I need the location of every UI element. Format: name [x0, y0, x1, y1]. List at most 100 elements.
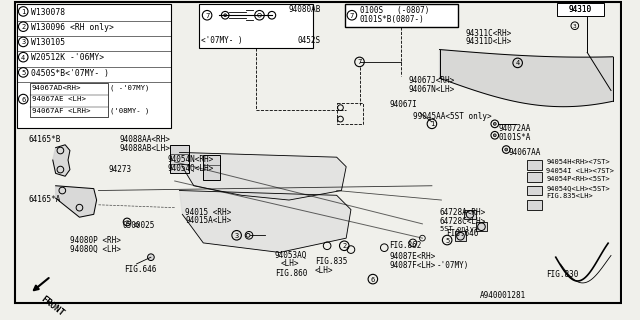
Text: 5: 5	[125, 220, 129, 225]
Text: FIG.646: FIG.646	[446, 228, 479, 238]
Text: 94067AE <LH>: 94067AE <LH>	[32, 96, 86, 102]
Text: 3: 3	[573, 24, 577, 29]
Text: 7: 7	[357, 60, 362, 65]
Bar	[527, 200, 543, 210]
Text: 6: 6	[21, 97, 26, 102]
Bar	[204, 155, 220, 180]
Text: 5: 5	[21, 70, 26, 76]
Text: 94080Q <LH>: 94080Q <LH>	[70, 245, 121, 254]
Circle shape	[224, 14, 227, 17]
Polygon shape	[56, 186, 97, 217]
Text: 94067AA: 94067AA	[508, 148, 541, 157]
Bar	[337, 103, 364, 124]
Bar	[345, 4, 458, 27]
Text: 94088AA<RH>: 94088AA<RH>	[120, 135, 170, 144]
Text: FIG.830: FIG.830	[546, 269, 579, 279]
Text: 1: 1	[430, 121, 434, 127]
Text: 94088AB<LH>: 94088AB<LH>	[120, 144, 170, 153]
Polygon shape	[179, 190, 351, 252]
Text: -'07MY): -'07MY)	[436, 261, 469, 270]
Text: 2: 2	[21, 24, 26, 30]
Text: 64728A<RH>: 64728A<RH>	[440, 208, 486, 217]
Text: 64165*A: 64165*A	[28, 195, 60, 204]
Text: 94054Q<LH>: 94054Q<LH>	[167, 164, 213, 173]
Circle shape	[493, 134, 496, 137]
Text: 94087F<LH>: 94087F<LH>	[389, 261, 435, 270]
Text: 6: 6	[371, 276, 375, 283]
Text: 3: 3	[21, 39, 26, 45]
Text: 94080P <RH>: 94080P <RH>	[70, 236, 121, 245]
Text: 94072AA: 94072AA	[499, 124, 531, 133]
Text: 0452S: 0452S	[298, 36, 321, 45]
Text: 94067N<LH>: 94067N<LH>	[408, 85, 454, 94]
Text: 94311D<LH>: 94311D<LH>	[465, 37, 511, 46]
Bar	[557, 3, 604, 16]
Bar	[527, 172, 543, 182]
Bar	[30, 83, 108, 117]
Text: FIG.835: FIG.835	[315, 257, 347, 266]
Text: 0100S   (-0807): 0100S (-0807)	[360, 6, 429, 15]
Text: 94015A<LH>: 94015A<LH>	[185, 216, 232, 225]
Text: 94054P<RH><5ST>: 94054P<RH><5ST>	[546, 176, 610, 182]
Text: 2: 2	[342, 243, 346, 249]
Text: 94054N<RH>: 94054N<RH>	[167, 155, 213, 164]
Text: 94067J<RH>: 94067J<RH>	[408, 76, 454, 85]
Bar	[455, 231, 466, 241]
Polygon shape	[440, 50, 613, 107]
Text: 94311C<RH>: 94311C<RH>	[465, 28, 511, 37]
Text: 94067AF <LRH>: 94067AF <LRH>	[32, 108, 90, 114]
Text: FIG.862: FIG.862	[389, 241, 421, 250]
Text: 94273: 94273	[108, 165, 131, 174]
Text: ('08MY- ): ('08MY- )	[110, 108, 149, 114]
Text: 94054Q<LH><5ST>: 94054Q<LH><5ST>	[546, 185, 610, 191]
Text: 1: 1	[21, 9, 26, 15]
Circle shape	[148, 254, 154, 260]
Text: W130078: W130078	[31, 8, 65, 17]
Text: FIG.646: FIG.646	[124, 265, 157, 274]
Text: 0101S*A: 0101S*A	[499, 133, 531, 142]
Text: 94067AD<RH>: 94067AD<RH>	[32, 85, 81, 91]
Text: 94015 <RH>: 94015 <RH>	[185, 208, 232, 217]
Text: 94053AQ: 94053AQ	[275, 251, 307, 260]
Text: 0500025: 0500025	[122, 221, 155, 230]
Text: 5: 5	[445, 237, 449, 244]
Bar	[198, 4, 313, 48]
Text: 5ST only>: 5ST only>	[440, 226, 478, 232]
Text: 94054H<RH><7ST>: 94054H<RH><7ST>	[546, 159, 610, 165]
Text: FRONT: FRONT	[40, 294, 66, 318]
Text: FIG.860: FIG.860	[275, 268, 307, 278]
Text: A940001281: A940001281	[479, 291, 526, 300]
Circle shape	[505, 148, 508, 151]
Polygon shape	[52, 145, 70, 176]
Text: 94310: 94310	[568, 5, 591, 14]
Text: W130096 <RH only>: W130096 <RH only>	[31, 23, 114, 32]
Circle shape	[493, 123, 496, 125]
Text: 94310: 94310	[568, 5, 591, 14]
Text: ( -'07MY): ( -'07MY)	[110, 85, 149, 91]
Text: 4: 4	[21, 55, 26, 60]
Text: 64728C<LH>: 64728C<LH>	[440, 217, 486, 226]
Bar	[527, 160, 543, 170]
Bar	[476, 222, 487, 231]
Text: W20512K -'06MY>: W20512K -'06MY>	[31, 53, 104, 62]
Text: <LH>: <LH>	[280, 259, 299, 268]
Text: 94054I <LH><7ST>: 94054I <LH><7ST>	[546, 168, 614, 174]
Text: 94080AB: 94080AB	[288, 5, 321, 14]
Text: 94087E<RH>: 94087E<RH>	[389, 252, 435, 261]
Bar	[17, 4, 171, 128]
Text: <'07MY- ): <'07MY- )	[202, 36, 243, 45]
Polygon shape	[179, 152, 346, 200]
Text: W130105: W130105	[31, 38, 65, 47]
Text: 99045AA<5ST only>: 99045AA<5ST only>	[413, 112, 492, 121]
Text: 7: 7	[350, 13, 354, 19]
Text: FIG.835<LH>: FIG.835<LH>	[546, 193, 593, 199]
Text: 7: 7	[205, 13, 209, 19]
Text: 0101S*B(0807-): 0101S*B(0807-)	[360, 15, 424, 24]
Bar	[464, 210, 476, 219]
Text: 4: 4	[516, 60, 520, 66]
Text: 94067I: 94067I	[389, 100, 417, 109]
Text: 3: 3	[234, 233, 239, 239]
Text: 64165*B: 64165*B	[28, 135, 60, 144]
Bar	[170, 145, 189, 173]
Bar	[527, 186, 543, 195]
